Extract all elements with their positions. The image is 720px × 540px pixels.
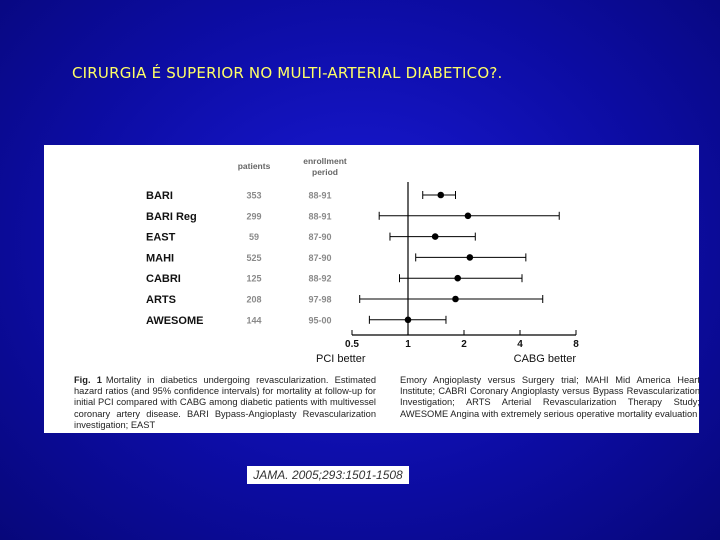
study-period: 88-91 [308, 211, 331, 221]
x-tick-label: 2 [461, 339, 467, 350]
citation: JAMA. 2005;293:1501-1508 [247, 466, 409, 484]
label-cabg-better: CABG better [514, 353, 577, 365]
study-patients: 299 [246, 211, 261, 221]
hazard-ratio-point [464, 212, 472, 220]
study-rows: BARI 353 88-91 BARI Reg 299 88-91 EAST 59 87-90 M… [146, 190, 332, 327]
study-patients: 353 [246, 191, 261, 201]
study-patients: 59 [249, 232, 259, 242]
x-axis: 0.5 1 2 4 8 [345, 330, 579, 350]
header-patients: patients [238, 161, 271, 171]
study-period: 97-98 [308, 295, 331, 305]
study-period: 88-92 [308, 274, 331, 284]
study-patients: 208 [246, 295, 261, 305]
study-name: MAHI [146, 252, 174, 264]
study-period: 87-90 [308, 253, 331, 263]
x-tick-label: 0.5 [345, 339, 359, 350]
caption-right-text: Emory Angioplasty versus Surgery trial; … [400, 375, 700, 419]
hazard-ratio-point [452, 295, 459, 303]
slide-title: CIRURGIA É SUPERIOR NO MULTI-ARTERIAL DI… [72, 64, 503, 82]
caption-label: Fig. 1 [74, 375, 102, 385]
forest-plot-svg: patients enrollment period BARI 353 88-91B… [146, 156, 579, 365]
hazard-ratio-point [466, 254, 474, 261]
hazard-ratio-point [431, 233, 439, 240]
study-period: 95-00 [308, 315, 331, 325]
x-tick-label: 1 [405, 339, 411, 350]
header-period: period [312, 167, 338, 177]
hazard-ratio-point [454, 274, 462, 282]
study-name: AWESOME [146, 315, 203, 327]
label-pci-better: PCI better [316, 353, 366, 365]
header-enrollment: enrollment [303, 156, 347, 166]
study-period: 87-90 [308, 232, 331, 242]
study-patients: 144 [246, 315, 261, 325]
study-name: BARI Reg [146, 211, 197, 223]
x-tick-label: 8 [573, 339, 579, 350]
study-patients: 525 [246, 253, 261, 263]
study-name: EAST [146, 232, 176, 244]
hazard-ratio-point [437, 191, 445, 199]
study-name: ARTS [146, 294, 176, 306]
plot-area [359, 182, 560, 335]
study-patients: 125 [246, 274, 261, 284]
caption-left-column: Fig. 1 Mortality in diabetics undergoing … [74, 375, 376, 431]
hazard-ratio-point [404, 316, 412, 324]
x-tick-label: 4 [517, 339, 523, 350]
forest-plot-figure: patients enrollment period BARI 353 88-91 B… [44, 145, 700, 433]
study-name: CABRI [146, 273, 181, 285]
study-period: 88-91 [308, 191, 331, 201]
caption-left-text: Mortality in diabetics undergoing revasc… [74, 375, 376, 430]
study-name: BARI [146, 190, 173, 202]
